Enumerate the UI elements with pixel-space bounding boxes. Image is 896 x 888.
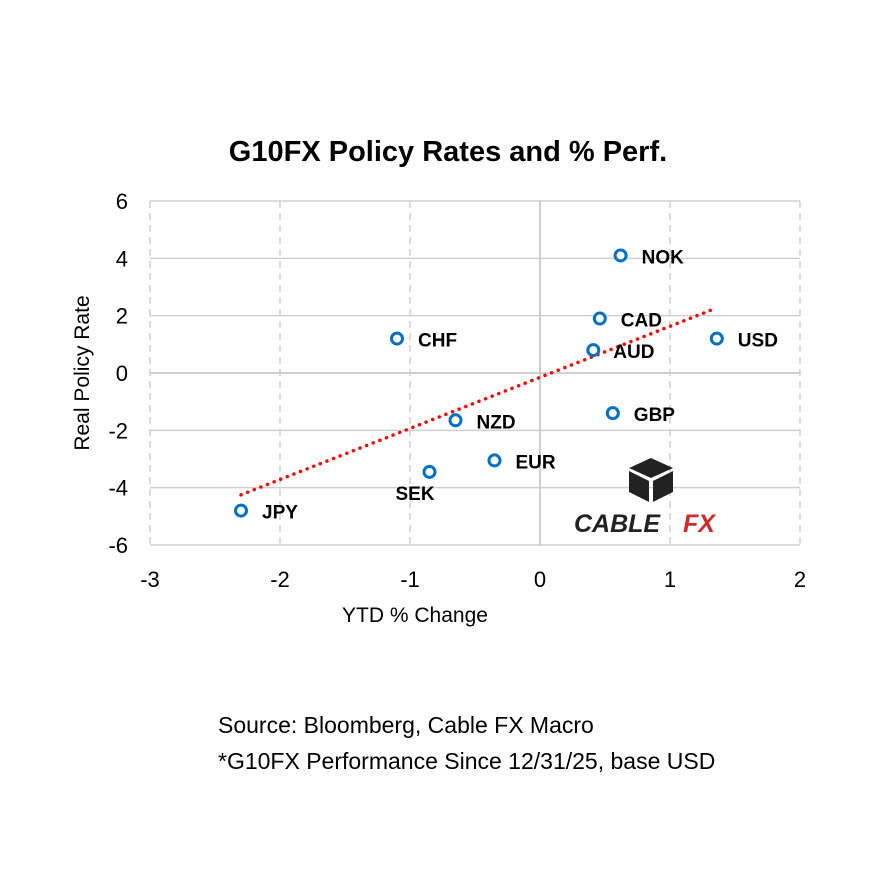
data-point [234, 503, 248, 518]
data-label: JPY [262, 503, 298, 524]
data-point [592, 311, 607, 326]
data-point [605, 406, 620, 421]
y-tick-label: 0 [116, 361, 128, 386]
x-tick-label: 0 [534, 567, 546, 592]
data-label: NZD [477, 412, 516, 433]
x-axis-label: YTD % Change [342, 604, 488, 627]
y-tick-label: -4 [108, 476, 128, 501]
data-label: USD [738, 331, 778, 352]
logo-text: CABLE [574, 510, 661, 538]
trendline [239, 308, 714, 497]
data-label: SEK [396, 484, 435, 505]
y-tick-label: 4 [116, 246, 128, 271]
x-tick-label: -1 [400, 567, 420, 592]
logo-text-accent: FX [683, 510, 716, 538]
logo-cube-icon [653, 471, 673, 502]
data-point [487, 453, 502, 468]
logo-cube-icon [629, 471, 649, 502]
y-tick-label: 2 [116, 304, 128, 329]
chart-title: G10FX Policy Rates and % Perf. [228, 136, 668, 168]
data-label: GBP [634, 405, 676, 426]
x-tick-label: -3 [140, 567, 160, 592]
data-point [613, 248, 628, 263]
data-point [586, 343, 601, 358]
data-point [448, 413, 463, 428]
source-line-2: *G10FX Performance Since 12/31/25, base … [218, 748, 716, 774]
data-label: CAD [621, 311, 662, 332]
data-point [422, 464, 437, 479]
data-label: NOK [642, 247, 685, 268]
data-label: EUR [516, 452, 556, 473]
data-point [390, 331, 404, 346]
x-tick-label: 1 [664, 567, 676, 592]
y-axis-label: Real Policy Rate [71, 295, 94, 450]
source-line-1: Source: Bloomberg, Cable FX Macro [218, 712, 594, 738]
y-tick-label: -2 [108, 418, 128, 443]
logo-cube-icon [629, 458, 673, 478]
y-tick-label: 6 [116, 189, 128, 214]
data-label: CHF [418, 331, 457, 352]
x-tick-label: 2 [794, 567, 806, 592]
data-label: AUD [613, 342, 654, 363]
y-tick-label: -6 [108, 533, 128, 558]
data-point [709, 331, 724, 346]
x-tick-label: -2 [270, 567, 290, 592]
